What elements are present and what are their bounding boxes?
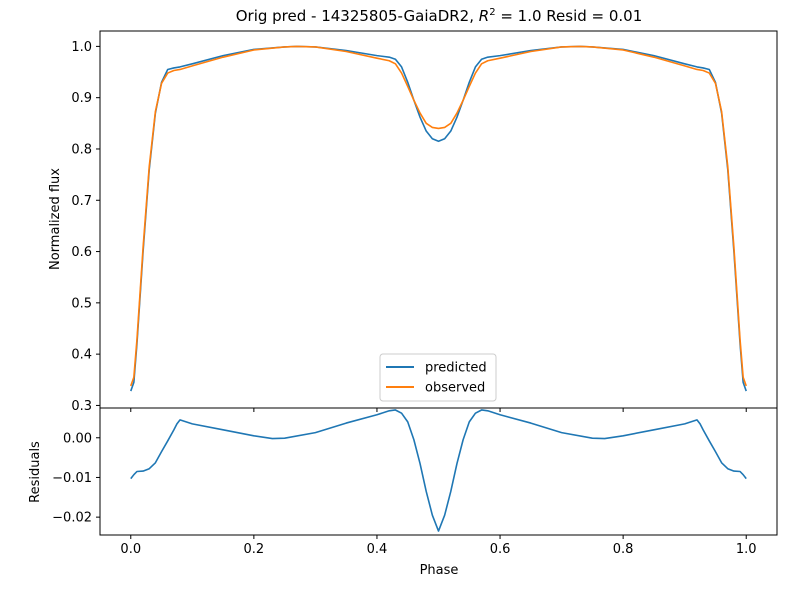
chart-title: Orig pred - 14325805-GaiaDR2, R2 = 1.0 R… bbox=[236, 7, 643, 25]
title-suffix: = 1.0 Resid = 0.01 bbox=[496, 7, 643, 25]
residuals-y-tick-label: 0.00 bbox=[63, 431, 92, 446]
main-plot-panel: 0.3 0.4 0.5 0.6 0.7 0.8 0.9 1.0 bbox=[71, 30, 778, 414]
main-y-tick-label: 1.0 bbox=[71, 40, 92, 55]
residuals-plot-panel: −0.02 −0.01 0.00 0.0 0.2 0.4 0.6 0.8 1.0 bbox=[52, 407, 778, 557]
main-y-tick-label: 0.5 bbox=[71, 296, 92, 311]
residuals-y-tick-label: −0.01 bbox=[52, 471, 92, 486]
residuals-plot-frame bbox=[99, 407, 778, 536]
series-line-observed bbox=[130, 45, 747, 387]
x-tick-label: 1.0 bbox=[736, 542, 757, 557]
main-y-tick-label: 0.3 bbox=[71, 399, 92, 414]
main-y-axis-label: Normalized flux bbox=[48, 168, 63, 270]
main-y-tick-label: 0.8 bbox=[71, 142, 92, 157]
title-prefix: Orig pred - 14325805-GaiaDR2, bbox=[236, 7, 479, 25]
residuals-y-tick-label: −0.02 bbox=[52, 511, 92, 526]
x-tick-label: 0.0 bbox=[120, 542, 141, 557]
legend-label-observed: observed bbox=[425, 381, 485, 396]
legend: predicted observed bbox=[379, 353, 497, 402]
main-y-tick-label: 0.6 bbox=[71, 245, 92, 260]
main-y-tick-label: 0.7 bbox=[71, 194, 92, 209]
main-y-tick-label: 0.9 bbox=[71, 91, 92, 106]
x-tick-label: 0.6 bbox=[490, 542, 511, 557]
x-tick-label: 0.4 bbox=[367, 542, 388, 557]
residuals-y-axis-label: Residuals bbox=[28, 441, 43, 503]
legend-box bbox=[379, 353, 497, 402]
x-tick-label: 0.2 bbox=[244, 542, 265, 557]
main-plot-frame bbox=[99, 30, 778, 409]
series-line-predicted bbox=[130, 45, 747, 392]
x-tick-label: 0.8 bbox=[613, 542, 634, 557]
title-r2-superscript: 2 bbox=[489, 7, 495, 18]
residuals-series-line bbox=[130, 409, 747, 532]
title-r2: R bbox=[479, 7, 489, 25]
x-axis-label: Phase bbox=[420, 563, 459, 578]
legend-label-predicted: predicted bbox=[425, 361, 487, 376]
main-y-tick-label: 0.4 bbox=[71, 348, 92, 363]
